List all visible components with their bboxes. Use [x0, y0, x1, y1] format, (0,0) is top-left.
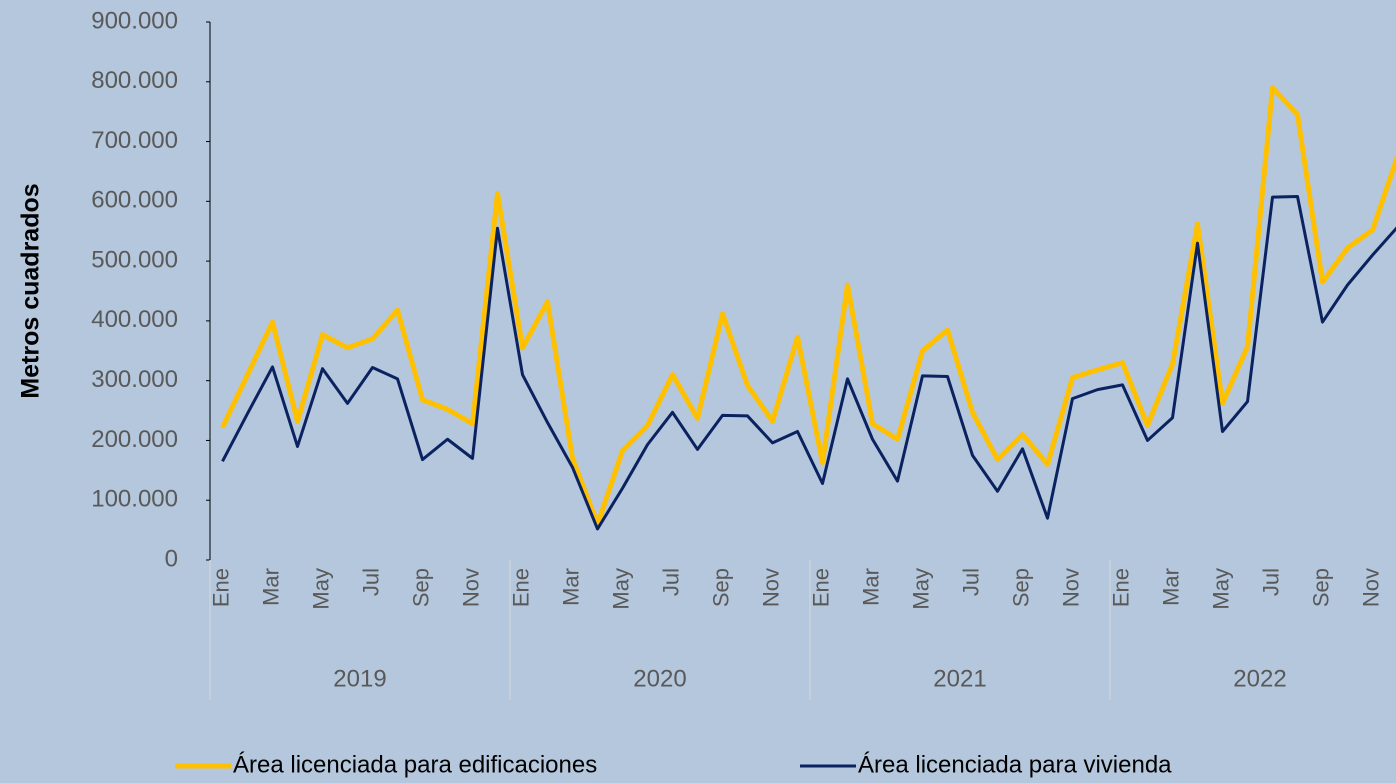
x-tick-label: Sep	[708, 568, 733, 607]
legend-label: Área licenciada para edificaciones	[233, 751, 597, 778]
series-line	[221, 195, 1396, 531]
x-tick-label: Nov	[1358, 568, 1383, 607]
y-tick-label: 100.000	[91, 486, 178, 513]
x-tick-label: Ene	[1108, 568, 1133, 607]
x-tick-label: Sep	[408, 568, 433, 607]
group-label: 2022	[1233, 665, 1286, 692]
y-tick-label: 800.000	[91, 67, 178, 94]
y-tick-label: 0	[165, 545, 178, 572]
legend-label: Área licenciada para vivienda	[858, 751, 1172, 778]
y-tick-label: 200.000	[91, 426, 178, 453]
x-tick-label: Jul	[958, 568, 983, 596]
x-tick-label: Sep	[1308, 568, 1333, 607]
group-label: 2021	[933, 665, 986, 692]
y-tick-label: 300.000	[91, 366, 178, 393]
x-tick-label: Jul	[358, 568, 383, 596]
x-tick-label: Nov	[758, 568, 783, 607]
x-tick-label: Mar	[258, 568, 283, 606]
x-tick-label: Mar	[558, 568, 583, 606]
y-tick-label: 500.000	[91, 246, 178, 273]
x-tick-label: Mar	[858, 568, 883, 606]
series-line	[220, 85, 1396, 527]
x-tick-label: May	[608, 568, 633, 610]
group-label: 2020	[633, 665, 686, 692]
x-tick-label: Nov	[1058, 568, 1083, 607]
x-tick-label: May	[908, 568, 933, 610]
y-axis-title: Metros cuadrados	[17, 183, 45, 398]
x-tick-label: Jul	[658, 568, 683, 596]
y-tick-label: 400.000	[91, 306, 178, 333]
x-tick-label: Ene	[508, 568, 533, 607]
x-tick-label: Nov	[458, 568, 483, 607]
x-tick-label: May	[308, 568, 333, 610]
group-label: 2019	[333, 665, 386, 692]
x-tick-label: Sep	[1008, 568, 1033, 607]
y-tick-label: 600.000	[91, 187, 178, 214]
x-tick-label: Mar	[1158, 568, 1183, 606]
x-tick-label: Ene	[208, 568, 233, 607]
x-tick-label: May	[1208, 568, 1233, 610]
y-tick-label: 900.000	[91, 7, 178, 34]
x-tick-label: Jul	[1258, 568, 1283, 596]
x-tick-label: Ene	[808, 568, 833, 607]
y-tick-label: 700.000	[91, 127, 178, 154]
